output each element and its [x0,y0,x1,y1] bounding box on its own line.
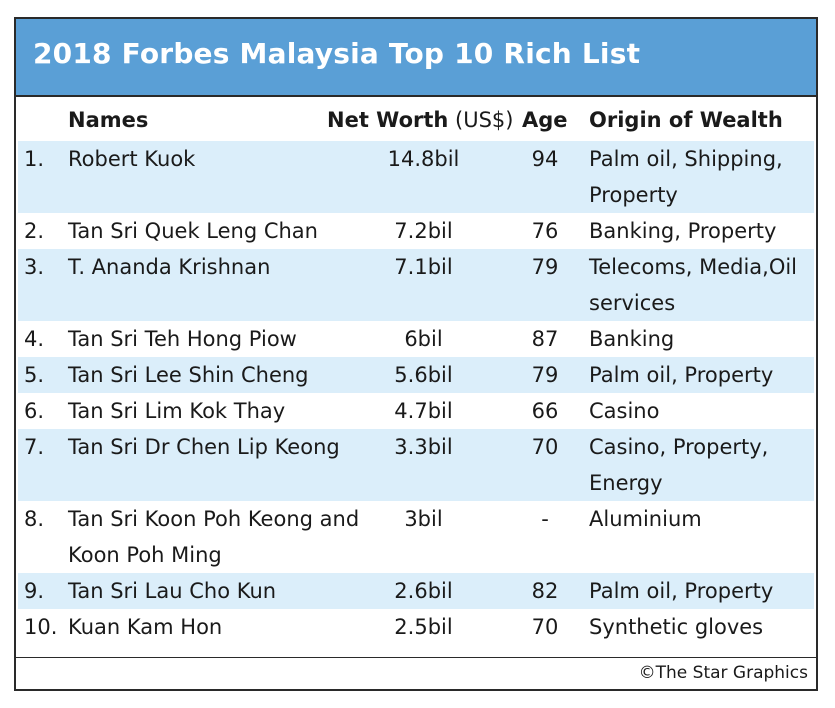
table-row: 8. Tan Sri Koon Poh Keong and Koon Poh Min… [18,501,814,573]
header-names: Names [68,108,149,132]
rank-cell: 3. [24,255,45,279]
header-age: Age [522,108,568,132]
table-row: 9. Tan Sri Lau Cho Kun 2.6bil 82 Palm oil, P… [18,573,814,609]
rank-cell: 4. [24,327,45,351]
net-worth-cell: 6bil [404,327,443,351]
age-cell: 87 [531,327,559,351]
origin-cell: Property [589,183,678,207]
net-worth-cell: 3.3bil [394,435,453,459]
page-title: 2018 Forbes Malaysia Top 10 Rich List [33,37,641,70]
name-cell: Tan Sri Lau Cho Kun [68,579,277,603]
origin-cell: Palm oil, Property [589,363,774,387]
age-cell: 66 [531,399,559,423]
origin-cell: Aluminium [589,507,702,531]
title-bar: 2018 Forbes Malaysia Top 10 Rich List [16,19,816,97]
origin-cell: Palm oil, Shipping, [589,147,783,171]
origin-cell: Palm oil, Property [589,579,774,603]
age-cell: 79 [531,255,559,279]
origin-cell: Telecoms, Media,Oil [589,255,798,279]
net-worth-cell: 3bil [404,507,443,531]
table-row: 7. Tan Sri Dr Chen Lip Keong 3.3bil 70 Casin… [18,429,814,501]
origin-cell: Banking [589,327,675,351]
name-cell: Tan Sri Koon Poh Keong and [68,507,360,531]
rank-cell: 1. [24,147,45,171]
rank-cell: 9. [24,579,45,603]
rank-cell: 5. [24,363,45,387]
age-cell: 79 [531,363,559,387]
origin-cell: Energy [589,471,663,495]
name-cell: Robert Kuok [68,147,196,171]
net-worth-cell: 5.6bil [394,363,453,387]
net-worth-cell: 2.5bil [394,615,453,639]
rank-cell: 8. [24,507,45,531]
rank-cell: 6. [24,399,45,423]
table-row: 6. Tan Sri Lim Kok Thay 4.7bil 66 Casino [18,393,814,429]
name-cell: T. Ananda Krishnan [68,255,271,279]
table-row: 2. Tan Sri Quek Leng Chan 7.2bil 76 Banking,… [18,213,814,249]
name-cell: Tan Sri Dr Chen Lip Keong [68,435,340,459]
rank-cell: 2. [24,219,45,243]
origin-cell: Casino, Property, [589,435,769,459]
origin-cell: Synthetic gloves [589,615,764,639]
age-cell: 70 [531,615,559,639]
table-row: 3. T. Ananda Krishnan 7.1bil 79 Telecoms, Me… [18,249,814,321]
origin-cell: Banking, Property [589,219,777,243]
net-worth-cell: 2.6bil [394,579,453,603]
name-cell: Tan Sri Lee Shin Cheng [68,363,309,387]
net-worth-cell: 7.1bil [394,255,453,279]
footer-divider [16,657,816,658]
table-row: 10. Kuan Kam Hon 2.5bil 70 Synthetic gloves [18,609,814,645]
net-worth-cell: 4.7bil [394,399,453,423]
header-origin: Origin of Wealth [589,108,783,132]
header-net-worth-unit: (US$) [448,108,514,132]
age-cell: 82 [531,579,559,603]
rank-cell: 10. [24,615,58,639]
name-cell: Kuan Kam Hon [68,615,223,639]
rich-list-card: 2018 Forbes Malaysia Top 10 Rich List Na… [14,17,818,691]
name-cell: Tan Sri Teh Hong Piow [68,327,297,351]
net-worth-cell: 14.8bil [387,147,460,171]
table-row: 1. Robert Kuok 14.8bil 94 Palm oil, Shipping… [18,141,814,213]
header-net-worth: Net Worth (US$) [327,108,514,132]
rank-cell: 7. [24,435,45,459]
name-cell: Koon Poh Ming [68,543,222,567]
age-cell: 76 [531,219,559,243]
age-cell: 70 [531,435,559,459]
age-cell: - [541,507,549,531]
name-cell: Tan Sri Quek Leng Chan [68,219,318,243]
name-cell: Tan Sri Lim Kok Thay [68,399,286,423]
table-row: 5. Tan Sri Lee Shin Cheng 5.6bil 79 Palm oil… [18,357,814,393]
net-worth-cell: 7.2bil [394,219,453,243]
origin-cell: services [589,291,676,315]
age-cell: 94 [531,147,559,171]
table-row: 4. Tan Sri Teh Hong Piow 6bil 87 Banking [18,321,814,357]
origin-cell: Casino [589,399,660,423]
credit-line: ©The Star Graphics [638,663,808,683]
